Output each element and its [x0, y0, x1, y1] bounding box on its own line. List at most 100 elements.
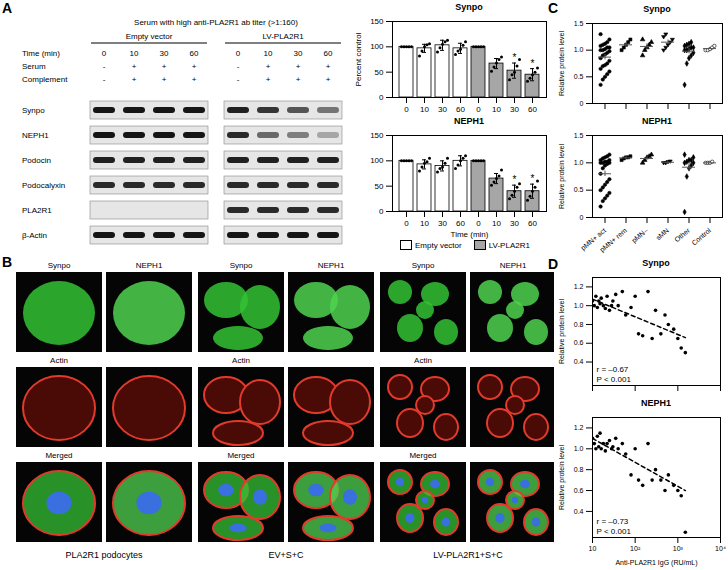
- svg-text:0.5: 0.5: [574, 73, 584, 80]
- svg-text:100: 100: [370, 156, 384, 165]
- svg-text:Merged: Merged: [45, 451, 72, 460]
- svg-text:pMN–: pMN–: [630, 227, 650, 245]
- svg-text:*: *: [513, 52, 517, 63]
- svg-text:Control: Control: [690, 226, 712, 246]
- svg-text:150: 150: [370, 17, 384, 26]
- svg-text:1.0: 1.0: [574, 159, 584, 166]
- svg-text:P < 0.001: P < 0.001: [597, 375, 632, 384]
- svg-text:0: 0: [404, 105, 409, 113]
- svg-text:Relative protein level: Relative protein level: [558, 144, 566, 209]
- svg-text:10: 10: [420, 219, 429, 228]
- svg-text:10: 10: [130, 49, 139, 58]
- svg-text:10²: 10²: [630, 545, 641, 552]
- svg-text:1.0: 1.0: [574, 46, 584, 53]
- svg-text:Merged: Merged: [227, 451, 254, 460]
- svg-text:NEPH1: NEPH1: [500, 261, 527, 270]
- svg-text:10: 10: [492, 219, 501, 228]
- svg-text:sMN: sMN: [655, 227, 671, 242]
- svg-text:0: 0: [379, 207, 384, 216]
- svg-text:60: 60: [456, 105, 465, 113]
- svg-text:+: +: [132, 75, 137, 84]
- svg-text:LV-PLA2R1: LV-PLA2R1: [262, 32, 304, 41]
- svg-text:PLA2R1 podocytes: PLA2R1 podocytes: [65, 550, 143, 560]
- svg-text:0.8: 0.8: [574, 466, 584, 473]
- svg-text:EV+S+C: EV+S+C: [268, 550, 304, 560]
- svg-text:0: 0: [476, 105, 481, 113]
- svg-text:β-Actin: β-Actin: [22, 231, 47, 240]
- svg-text:1.2: 1.2: [574, 424, 584, 431]
- svg-text:pMN+ rem: pMN+ rem: [598, 227, 628, 254]
- svg-text:60: 60: [324, 49, 333, 58]
- svg-text:60: 60: [190, 49, 199, 58]
- svg-text:PLA2R1: PLA2R1: [22, 206, 52, 215]
- svg-text:*: *: [513, 174, 517, 185]
- svg-text:+: +: [132, 62, 137, 71]
- svg-text:0: 0: [476, 219, 481, 228]
- svg-text:Podocalyxin: Podocalyxin: [22, 181, 65, 190]
- svg-text:Synpo: Synpo: [22, 106, 45, 115]
- svg-text:30: 30: [438, 105, 447, 113]
- svg-text:Serum with high anti-PLA2R1 ab: Serum with high anti-PLA2R1 ab titer (>1…: [134, 18, 298, 27]
- svg-text:30: 30: [510, 105, 519, 113]
- svg-text:60: 60: [528, 219, 537, 228]
- svg-text:Podocin: Podocin: [22, 156, 51, 165]
- svg-text:1.5: 1.5: [574, 20, 584, 27]
- svg-text:+: +: [296, 75, 301, 84]
- svg-text:+: +: [326, 75, 331, 84]
- svg-text:0.4: 0.4: [574, 508, 584, 515]
- svg-text:-: -: [237, 75, 240, 84]
- svg-text:Merged: Merged: [409, 451, 436, 460]
- svg-text:+: +: [326, 62, 331, 71]
- svg-text:-: -: [103, 75, 106, 84]
- svg-text:Relative protein level: Relative protein level: [558, 31, 566, 96]
- svg-text:NEPH1: NEPH1: [22, 131, 49, 140]
- svg-text:*: *: [531, 58, 535, 69]
- svg-text:50: 50: [375, 182, 384, 191]
- svg-text:Relative protein level: Relative protein level: [558, 445, 566, 510]
- svg-text:30: 30: [160, 49, 169, 58]
- svg-text:1.5: 1.5: [574, 132, 584, 139]
- svg-text:0: 0: [379, 93, 384, 102]
- svg-text:Synpo: Synpo: [48, 261, 71, 270]
- svg-text:60: 60: [456, 219, 465, 228]
- svg-text:50: 50: [375, 68, 384, 77]
- svg-text:100: 100: [370, 42, 384, 51]
- svg-text:0.4: 0.4: [574, 358, 584, 365]
- svg-text:0.6: 0.6: [574, 339, 584, 346]
- svg-text:+: +: [192, 75, 197, 84]
- svg-text:NEPH1: NEPH1: [318, 261, 345, 270]
- svg-text:10: 10: [492, 105, 501, 113]
- svg-text:0.5: 0.5: [574, 186, 584, 193]
- svg-text:1.2: 1.2: [574, 283, 584, 290]
- svg-text:1.0: 1.0: [574, 445, 584, 452]
- svg-text:Actin: Actin: [50, 356, 68, 365]
- svg-text:Synpo: Synpo: [412, 261, 435, 270]
- svg-text:+: +: [192, 62, 197, 71]
- svg-text:1.0: 1.0: [574, 302, 584, 309]
- svg-text:*: *: [531, 173, 535, 184]
- svg-text:P < 0.001: P < 0.001: [597, 527, 632, 536]
- svg-text:30: 30: [294, 49, 303, 58]
- svg-text:30: 30: [438, 219, 447, 228]
- svg-text:0.6: 0.6: [574, 487, 584, 494]
- svg-text:Other: Other: [673, 226, 691, 243]
- svg-text:+: +: [266, 62, 271, 71]
- svg-text:r = –0.67: r = –0.67: [597, 365, 629, 374]
- svg-text:10: 10: [264, 49, 273, 58]
- svg-text:150: 150: [370, 131, 384, 140]
- svg-text:0: 0: [580, 100, 584, 107]
- svg-text:Serum: Serum: [22, 62, 46, 71]
- svg-text:0: 0: [236, 49, 241, 58]
- svg-text:Relative protein level: Relative protein level: [558, 299, 566, 364]
- svg-text:0: 0: [580, 214, 584, 221]
- svg-text:10⁴: 10⁴: [715, 545, 726, 552]
- svg-text:Empty vector: Empty vector: [126, 32, 173, 41]
- svg-text:+: +: [266, 75, 271, 84]
- svg-text:+: +: [162, 62, 167, 71]
- svg-text:-: -: [103, 62, 106, 71]
- svg-text:NEPH1: NEPH1: [136, 261, 163, 270]
- svg-text:Percent control: Percent control: [354, 32, 363, 86]
- svg-text:r = –0.73: r = –0.73: [597, 517, 629, 526]
- svg-text:LV-PLA2R1+S+C: LV-PLA2R1+S+C: [433, 550, 503, 560]
- svg-text:10: 10: [589, 545, 597, 552]
